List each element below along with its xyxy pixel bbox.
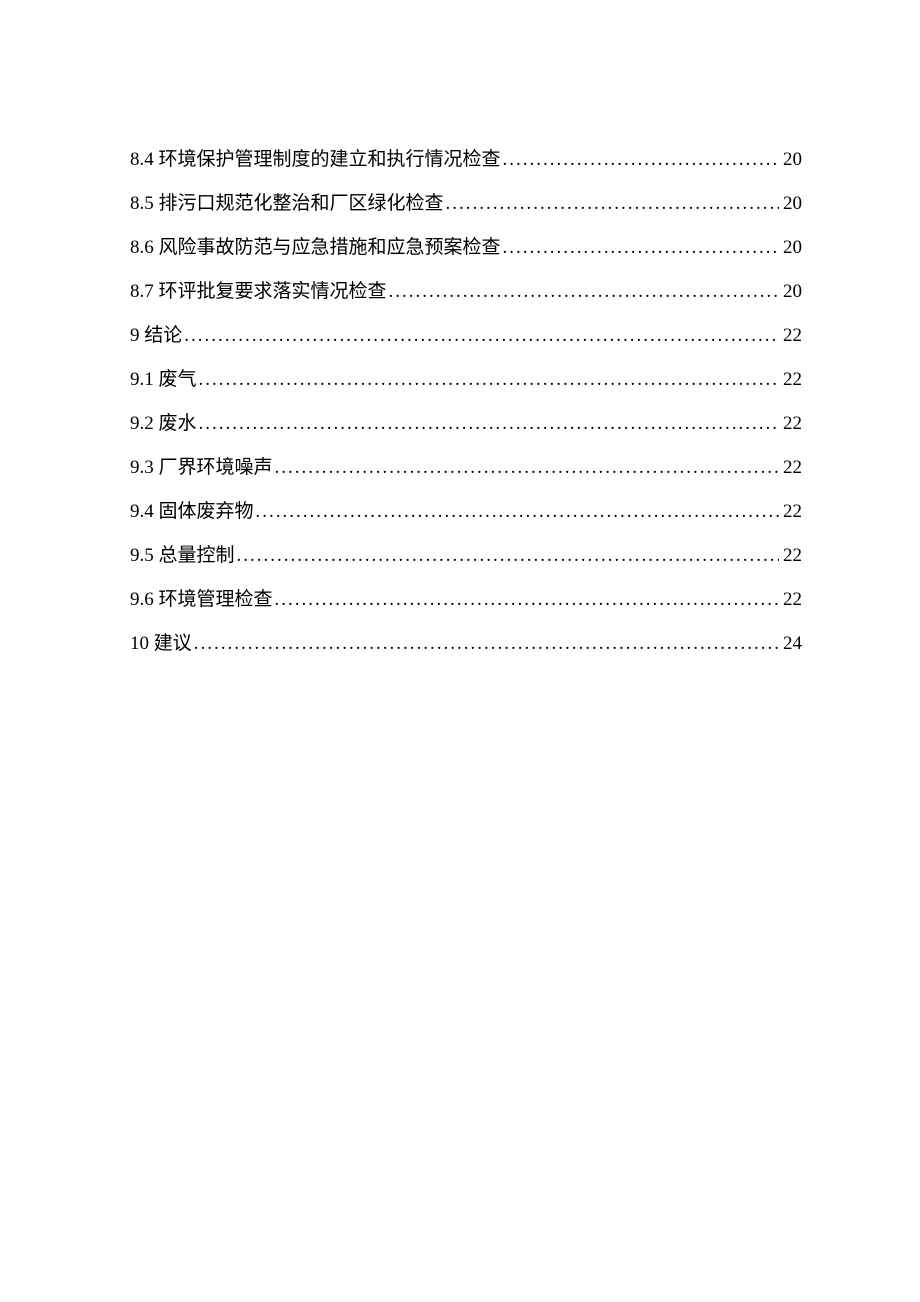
toc-entry-label: 8.4 环境保护管理制度的建立和执行情况检查 [130, 138, 501, 182]
toc-entry: 8.7 环评批复要求落实情况检查 20 [130, 270, 802, 314]
toc-entry-label: 9.4 固体废弃物 [130, 490, 254, 534]
toc-entry-label: 9.2 废水 [130, 402, 197, 446]
toc-entry: 10 建议 24 [130, 622, 802, 666]
toc-leader-dots [275, 578, 779, 622]
toc-entry-page: 20 [779, 226, 802, 270]
toc-entry-label: 9 结论 [130, 314, 182, 358]
toc-entry-label: 9.1 废气 [130, 358, 197, 402]
toc-entry-page: 20 [779, 182, 802, 226]
toc-leader-dots [503, 138, 779, 182]
toc-entry: 8.5 排污口规范化整治和厂区绿化检查 20 [130, 182, 802, 226]
toc-entry: 8.4 环境保护管理制度的建立和执行情况检查 20 [130, 138, 802, 182]
toc-leader-dots [503, 226, 779, 270]
toc-entry-page: 22 [779, 578, 802, 622]
toc-entry-label: 8.6 风险事故防范与应急措施和应急预案检查 [130, 226, 501, 270]
toc-leader-dots [275, 446, 779, 490]
toc-leader-dots [389, 270, 779, 314]
toc-entry-page: 20 [779, 138, 802, 182]
toc-leader-dots [199, 402, 779, 446]
table-of-contents: 8.4 环境保护管理制度的建立和执行情况检查 20 8.5 排污口规范化整治和厂… [130, 138, 802, 666]
toc-leader-dots [237, 534, 779, 578]
toc-entry-page: 22 [779, 490, 802, 534]
toc-entry: 9.6 环境管理检查 22 [130, 578, 802, 622]
toc-entry-label: 9.3 厂界环境噪声 [130, 446, 273, 490]
toc-entry-label: 8.5 排污口规范化整治和厂区绿化检查 [130, 182, 444, 226]
toc-entry: 9.4 固体废弃物 22 [130, 490, 802, 534]
toc-leader-dots [194, 622, 779, 666]
toc-leader-dots [199, 358, 779, 402]
toc-entry-page: 24 [779, 622, 802, 666]
toc-entry-label: 10 建议 [130, 622, 192, 666]
toc-leader-dots [256, 490, 779, 534]
toc-entry-page: 20 [779, 270, 802, 314]
toc-entry: 9.5 总量控制 22 [130, 534, 802, 578]
toc-entry-page: 22 [779, 402, 802, 446]
toc-entry-label: 8.7 环评批复要求落实情况检查 [130, 270, 387, 314]
toc-entry: 9.3 厂界环境噪声 22 [130, 446, 802, 490]
toc-entry-page: 22 [779, 534, 802, 578]
toc-entry-page: 22 [779, 446, 802, 490]
toc-entry: 8.6 风险事故防范与应急措施和应急预案检查 20 [130, 226, 802, 270]
toc-entry-page: 22 [779, 314, 802, 358]
toc-entry-page: 22 [779, 358, 802, 402]
toc-entry-label: 9.6 环境管理检查 [130, 578, 273, 622]
toc-entry: 9 结论 22 [130, 314, 802, 358]
toc-entry-label: 9.5 总量控制 [130, 534, 235, 578]
toc-entry: 9.2 废水 22 [130, 402, 802, 446]
toc-entry: 9.1 废气 22 [130, 358, 802, 402]
toc-leader-dots [184, 314, 779, 358]
toc-leader-dots [446, 182, 779, 226]
